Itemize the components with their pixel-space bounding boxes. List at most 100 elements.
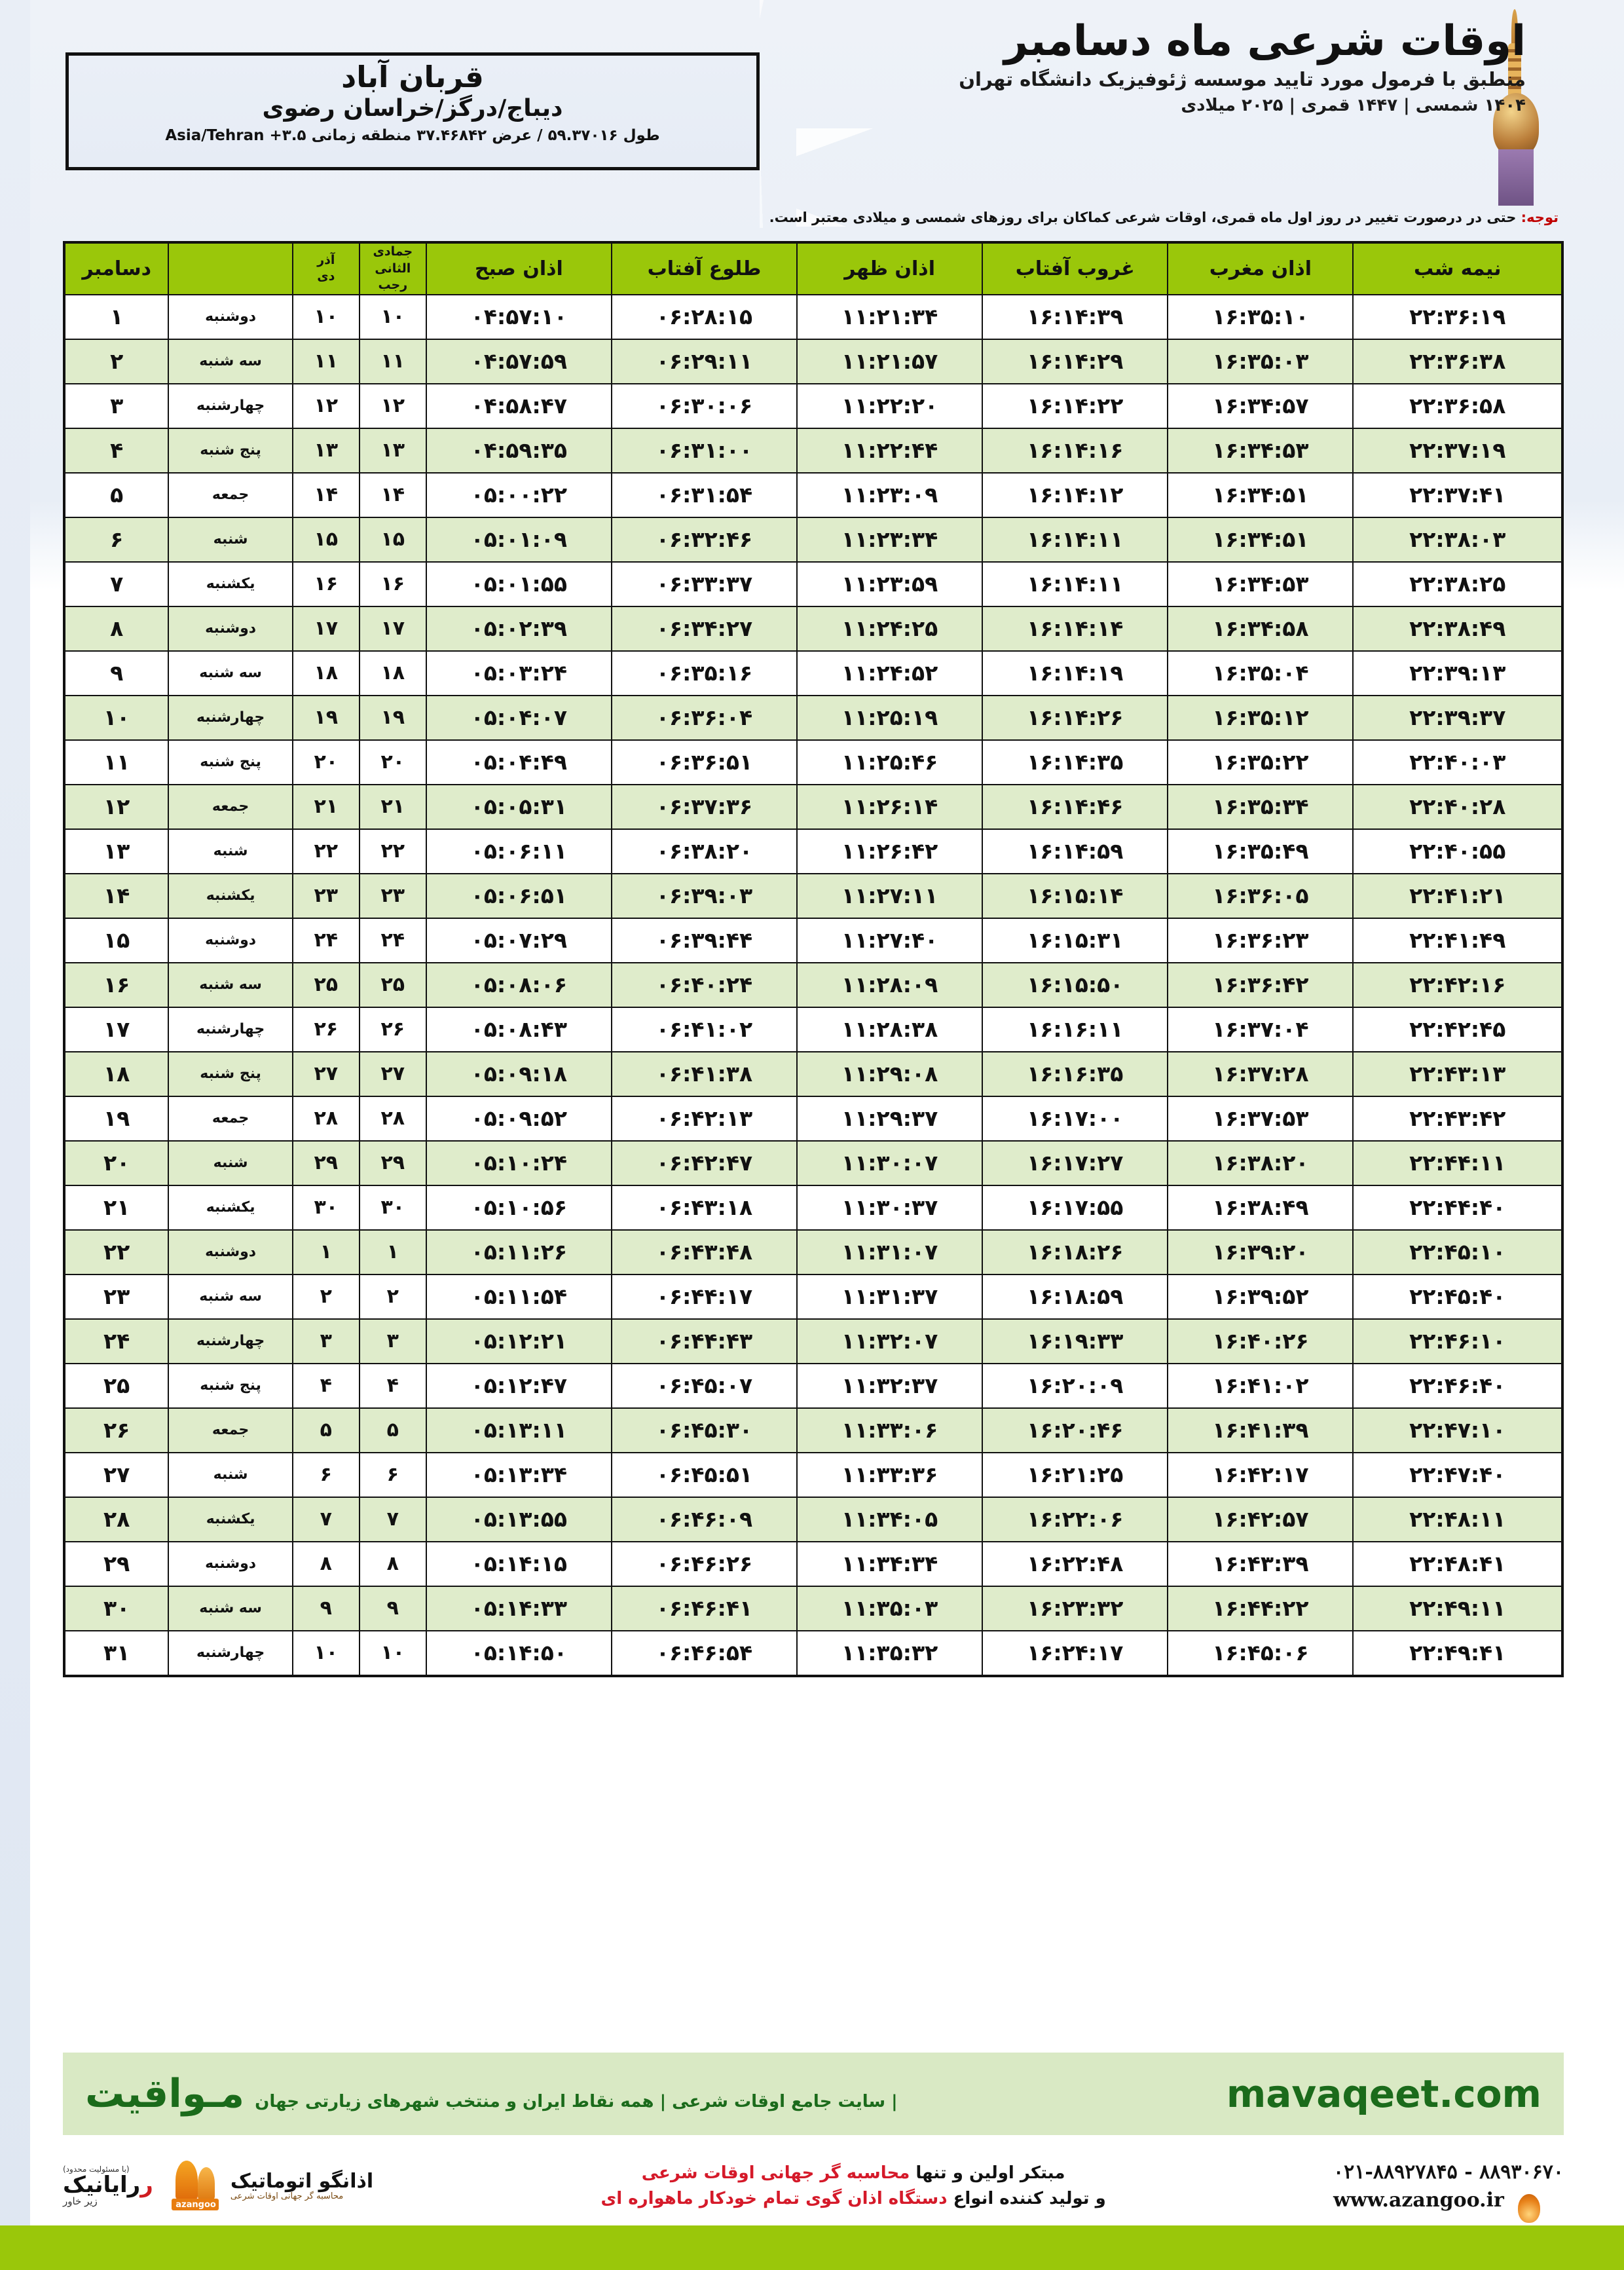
cell-jalali: ۲۱ bbox=[291, 783, 360, 830]
table-row: ۲۲:۳۶:۳۸ ۱۶:۳۵:۰۳ ۱۶:۱۴:۲۹ ۱۱:۲۱:۵۷ ۰۶:۲۹:۱۱… bbox=[63, 338, 1563, 384]
cell-hijri: ۱۱ bbox=[358, 338, 427, 384]
cell-jalali: ۲۰ bbox=[291, 739, 360, 785]
cell-jalali: ۱۴ bbox=[291, 472, 360, 518]
cell-maghrib: ۱۶:۳۹:۲۰ bbox=[1167, 1229, 1354, 1275]
cell-sunset: ۱۶:۱۴:۲۶ bbox=[982, 694, 1169, 741]
cell-hijri: ۲۴ bbox=[358, 917, 427, 963]
cell-fajr: ۰۵:۱۳:۵۵ bbox=[425, 1496, 612, 1542]
col-header-sunset: غروب آفتاب bbox=[982, 242, 1169, 295]
rayaneik-logo: (با مسئولیت محدود) ررایانیک زیر خاور bbox=[63, 2165, 153, 2207]
promo-url[interactable]: mavaqeet.com bbox=[1226, 2072, 1541, 2116]
cell-maghrib: ۱۶:۳۶:۲۳ bbox=[1167, 917, 1354, 963]
table-row: ۲۲:۳۸:۴۹ ۱۶:۳۴:۵۸ ۱۶:۱۴:۱۴ ۱۱:۲۴:۲۵ ۰۶:۳۴:۲۷… bbox=[63, 605, 1563, 652]
table-row: ۲۲:۴۸:۱۱ ۱۶:۴۲:۵۷ ۱۶:۲۲:۰۶ ۱۱:۳۴:۰۵ ۰۶:۴۶:۰۹… bbox=[63, 1496, 1563, 1542]
cell-sunset: ۱۶:۱۴:۳۹ bbox=[982, 293, 1169, 340]
cell-midnight: ۲۲:۴۰:۲۸ bbox=[1352, 783, 1563, 830]
col-header-hijri: جمادی الثانی رجب bbox=[358, 242, 427, 295]
location-region: دیباج/درگز/خراسان رضوی bbox=[262, 94, 563, 122]
cell-fajr: ۰۵:۰۳:۲۴ bbox=[425, 650, 612, 696]
shrine-dome-icon bbox=[1486, 9, 1547, 206]
table-row: ۲۲:۴۶:۱۰ ۱۶:۴۰:۲۶ ۱۶:۱۹:۳۳ ۱۱:۳۲:۰۷ ۰۶:۴۴:۴۳… bbox=[63, 1318, 1563, 1364]
cell-midnight: ۲۲:۴۹:۴۱ bbox=[1352, 1629, 1563, 1677]
table-row: ۲۲:۴۲:۴۵ ۱۶:۳۷:۰۴ ۱۶:۱۶:۱۱ ۱۱:۲۸:۳۸ ۰۶:۴۱:۰۲… bbox=[63, 1006, 1563, 1052]
cell-dhuhr: ۱۱:۳۱:۰۷ bbox=[796, 1229, 984, 1275]
cell-maghrib: ۱۶:۴۴:۲۲ bbox=[1167, 1585, 1354, 1631]
advert-line2-plain: و تولید کننده انواع bbox=[947, 2189, 1106, 2208]
cell-fajr: ۰۵:۰۱:۰۹ bbox=[425, 516, 612, 563]
advert-line2-highlight: دستگاه اذان گوی تمام خودکار ماهواره ای bbox=[600, 2189, 948, 2208]
note-line: توجه: حتی در درصورت تغییر در روز اول ماه… bbox=[65, 210, 1559, 225]
cell-midnight: ۲۲:۳۶:۳۸ bbox=[1352, 338, 1563, 384]
flame-decoration-icon bbox=[1518, 2194, 1540, 2223]
cell-maghrib: ۱۶:۳۹:۵۲ bbox=[1167, 1273, 1354, 1320]
cell-sunrise: ۰۶:۴۴:۱۷ bbox=[610, 1273, 798, 1320]
cell-jalali: ۲۷ bbox=[291, 1051, 360, 1097]
cell-midnight: ۲۲:۴۳:۱۳ bbox=[1352, 1051, 1563, 1097]
cell-hijri: ۱۵ bbox=[358, 516, 427, 563]
cell-hijri: ۲۰ bbox=[358, 739, 427, 785]
cell-maghrib: ۱۶:۴۳:۳۹ bbox=[1167, 1540, 1354, 1587]
cell-december: ۶ bbox=[63, 516, 170, 563]
cell-dhuhr: ۱۱:۲۱:۳۴ bbox=[796, 293, 984, 340]
bottom-green-bar bbox=[0, 2225, 1624, 2270]
cell-dhuhr: ۱۱:۲۲:۴۴ bbox=[796, 427, 984, 474]
cell-fajr: ۰۴:۵۹:۳۵ bbox=[425, 427, 612, 474]
cell-sunset: ۱۶:۱۴:۱۱ bbox=[982, 516, 1169, 563]
table-row: ۲۲:۴۷:۴۰ ۱۶:۴۲:۱۷ ۱۶:۲۱:۲۵ ۱۱:۳۳:۳۶ ۰۶:۴۵:۵۱… bbox=[63, 1451, 1563, 1498]
table-row: ۲۲:۳۷:۴۱ ۱۶:۳۴:۵۱ ۱۶:۱۴:۱۲ ۱۱:۲۳:۰۹ ۰۶:۳۱:۵۴… bbox=[63, 472, 1563, 518]
cell-fajr: ۰۵:۰۰:۲۲ bbox=[425, 472, 612, 518]
cell-sunrise: ۰۶:۲۸:۱۵ bbox=[610, 293, 798, 340]
cell-dhuhr: ۱۱:۲۷:۴۰ bbox=[796, 917, 984, 963]
cell-maghrib: ۱۶:۳۴:۵۳ bbox=[1167, 561, 1354, 607]
advert-website[interactable]: www.azangoo.ir bbox=[1333, 2189, 1504, 2212]
advert-logos: اذانگو اتوماتیک محاسبه گر جهانی اوقات شر… bbox=[63, 2158, 373, 2214]
cell-december: ۱۱ bbox=[63, 739, 170, 785]
cell-december: ۲۵ bbox=[63, 1362, 170, 1409]
table-row: ۲۲:۳۷:۱۹ ۱۶:۳۴:۵۳ ۱۶:۱۴:۱۶ ۱۱:۲۲:۴۴ ۰۶:۳۱:۰۰… bbox=[63, 427, 1563, 474]
cell-fajr: ۰۴:۵۷:۱۰ bbox=[425, 293, 612, 340]
cell-maghrib: ۱۶:۳۵:۰۳ bbox=[1167, 338, 1354, 384]
cell-sunrise: ۰۶:۳۶:۵۱ bbox=[610, 739, 798, 785]
cell-sunset: ۱۶:۱۴:۱۱ bbox=[982, 561, 1169, 607]
cell-midnight: ۲۲:۴۸:۱۱ bbox=[1352, 1496, 1563, 1542]
table-row: ۲۲:۳۶:۱۹ ۱۶:۳۵:۱۰ ۱۶:۱۴:۳۹ ۱۱:۲۱:۳۴ ۰۶:۲۸:۱۵… bbox=[63, 293, 1563, 340]
cell-dhuhr: ۱۱:۳۳:۰۶ bbox=[796, 1407, 984, 1453]
cell-december: ۲۴ bbox=[63, 1318, 170, 1364]
cell-midnight: ۲۲:۳۹:۱۳ bbox=[1352, 650, 1563, 696]
table-row: ۲۲:۴۳:۱۳ ۱۶:۳۷:۲۸ ۱۶:۱۶:۳۵ ۱۱:۲۹:۰۸ ۰۶:۴۱:۳۸… bbox=[63, 1051, 1563, 1097]
table-row: ۲۲:۴۵:۴۰ ۱۶:۳۹:۵۲ ۱۶:۱۸:۵۹ ۱۱:۳۱:۳۷ ۰۶:۴۴:۱۷… bbox=[63, 1273, 1563, 1320]
cell-midnight: ۲۲:۳۷:۴۱ bbox=[1352, 472, 1563, 518]
cell-fajr: ۰۵:۱۲:۴۷ bbox=[425, 1362, 612, 1409]
cell-jalali: ۱۰ bbox=[291, 293, 360, 340]
table-row: ۲۲:۴۵:۱۰ ۱۶:۳۹:۲۰ ۱۶:۱۸:۲۶ ۱۱:۳۱:۰۷ ۰۶:۴۳:۴۸… bbox=[63, 1229, 1563, 1275]
table-row: ۲۲:۴۹:۱۱ ۱۶:۴۴:۲۲ ۱۶:۲۳:۳۲ ۱۱:۳۵:۰۳ ۰۶:۴۶:۴۱… bbox=[63, 1585, 1563, 1631]
cell-weekday: چهارشنبه bbox=[168, 1006, 293, 1052]
cell-sunset: ۱۶:۱۴:۱۴ bbox=[982, 605, 1169, 652]
cell-weekday: سه شنبه bbox=[168, 650, 293, 696]
cell-dhuhr: ۱۱:۲۴:۵۲ bbox=[796, 650, 984, 696]
cell-fajr: ۰۵:۰۹:۵۲ bbox=[425, 1095, 612, 1142]
cell-december: ۷ bbox=[63, 561, 170, 607]
cell-sunrise: ۰۶:۳۰:۰۶ bbox=[610, 382, 798, 429]
cell-sunrise: ۰۶:۴۵:۵۱ bbox=[610, 1451, 798, 1498]
cell-december: ۲۷ bbox=[63, 1451, 170, 1498]
cell-weekday: دوشنبه bbox=[168, 293, 293, 340]
cell-sunrise: ۰۶:۴۳:۱۸ bbox=[610, 1184, 798, 1231]
cell-sunset: ۱۶:۲۳:۳۲ bbox=[982, 1585, 1169, 1631]
cell-hijri: ۲۵ bbox=[358, 961, 427, 1008]
cell-maghrib: ۱۶:۴۲:۵۷ bbox=[1167, 1496, 1354, 1542]
cell-december: ۲۹ bbox=[63, 1540, 170, 1587]
cell-dhuhr: ۱۱:۲۶:۱۴ bbox=[796, 783, 984, 830]
cell-hijri: ۲۱ bbox=[358, 783, 427, 830]
cell-jalali: ۲۵ bbox=[291, 961, 360, 1008]
table-row: ۲۲:۴۸:۴۱ ۱۶:۴۳:۳۹ ۱۶:۲۲:۴۸ ۱۱:۳۴:۳۴ ۰۶:۴۶:۲۶… bbox=[63, 1540, 1563, 1587]
cell-jalali: ۴ bbox=[291, 1362, 360, 1409]
cell-weekday: سه شنبه bbox=[168, 961, 293, 1008]
cell-hijri: ۱۶ bbox=[358, 561, 427, 607]
cell-jalali: ۱۶ bbox=[291, 561, 360, 607]
cell-weekday: دوشنبه bbox=[168, 1229, 293, 1275]
cell-hijri: ۹ bbox=[358, 1585, 427, 1631]
cell-sunset: ۱۶:۲۲:۰۶ bbox=[982, 1496, 1169, 1542]
cell-sunrise: ۰۶:۴۱:۳۸ bbox=[610, 1051, 798, 1097]
